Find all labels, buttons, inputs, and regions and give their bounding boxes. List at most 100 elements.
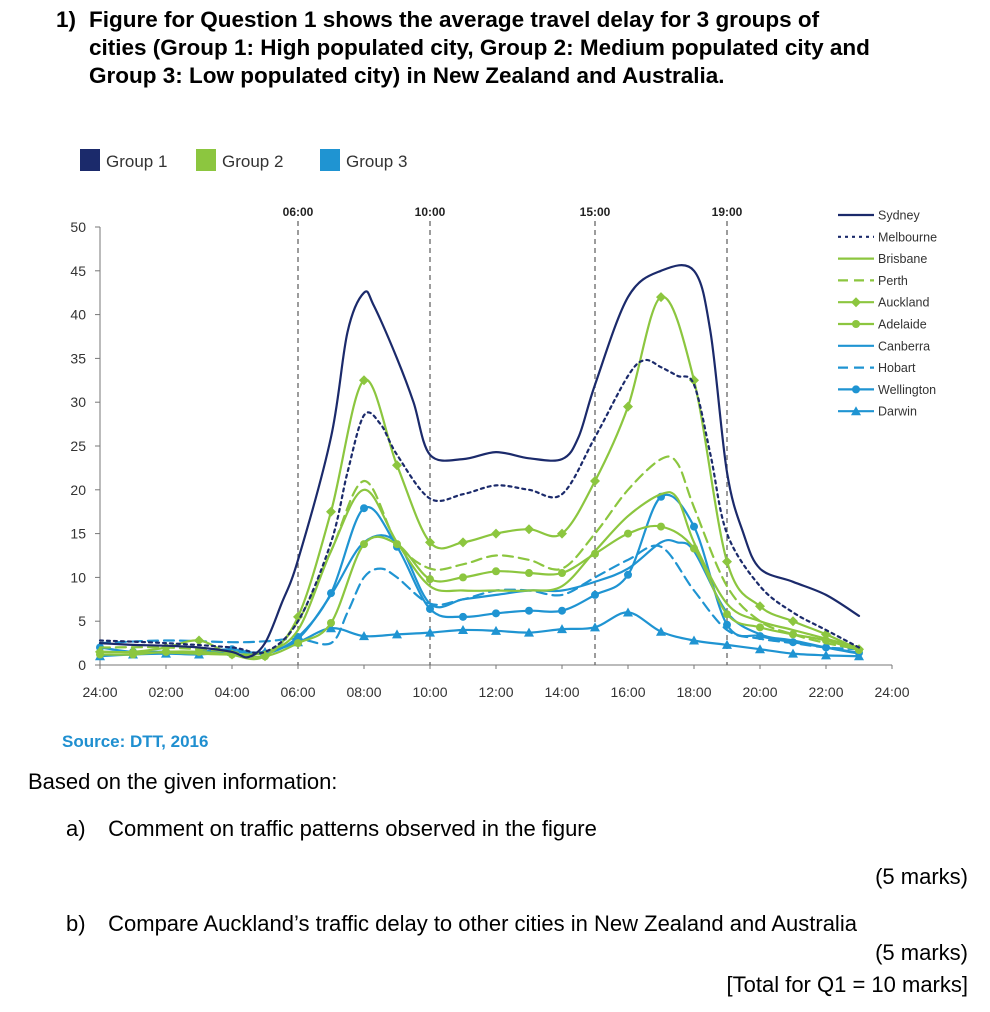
question-part-b: b) Compare Auckland’s traffic delay to o… xyxy=(66,911,857,937)
data-point xyxy=(656,626,666,636)
part-text: Compare Auckland’s traffic delay to othe… xyxy=(108,911,857,936)
data-point xyxy=(756,632,764,641)
question-line: cities (Group 1: High populated city, Gr… xyxy=(89,35,870,60)
part-label: a) xyxy=(66,816,86,841)
series-sydney xyxy=(98,264,861,659)
city-legend-marker xyxy=(851,406,861,416)
data-point xyxy=(359,375,369,386)
group-legend: Group 1 Group 2 Group 3 xyxy=(80,149,407,171)
city-legend-label: Melbourne xyxy=(878,230,937,244)
x-tick-label: 24:00 xyxy=(82,684,117,700)
time-markers: 06:00 10:00 15:00 19:00 xyxy=(283,205,743,665)
city-legend-label: Hobart xyxy=(878,361,916,375)
total-marks: [Total for Q1 = 10 marks] xyxy=(726,972,968,997)
data-point xyxy=(195,647,203,656)
x-tick-label: 20:00 xyxy=(742,684,777,700)
data-point xyxy=(524,627,534,637)
data-point xyxy=(425,627,435,637)
series-layer xyxy=(95,264,864,662)
data-point xyxy=(393,540,401,549)
x-tick-label: 18:00 xyxy=(676,684,711,700)
city-legend-label: Auckland xyxy=(878,296,929,310)
part-text: Comment on traffic patterns observed in … xyxy=(108,816,597,841)
instructions-intro: Based on the given information: xyxy=(28,769,338,794)
data-point xyxy=(492,567,500,576)
data-point xyxy=(591,549,599,558)
group-legend-label: Group 1 xyxy=(106,152,167,171)
data-point xyxy=(723,610,731,619)
city-legend-label: Sydney xyxy=(878,209,920,223)
group-legend-label: Group 3 xyxy=(346,152,407,171)
question-number: 1) xyxy=(56,7,77,32)
y-tick-label: 30 xyxy=(70,394,86,410)
data-point xyxy=(690,544,698,553)
x-tick-label: 06:00 xyxy=(280,684,315,700)
data-point xyxy=(426,604,434,613)
y-tick-label: 45 xyxy=(70,263,86,279)
part-label: b) xyxy=(66,911,86,936)
data-point xyxy=(590,476,600,487)
data-point xyxy=(756,623,764,632)
data-point xyxy=(525,606,533,615)
data-point xyxy=(657,522,665,531)
x-tick-label: 16:00 xyxy=(610,684,645,700)
data-point xyxy=(524,524,534,535)
y-tick-label: 0 xyxy=(78,657,86,673)
group-legend-label: Group 2 xyxy=(222,152,283,171)
data-point xyxy=(590,622,600,632)
city-legend-label: Perth xyxy=(878,274,908,288)
data-point xyxy=(789,630,797,639)
x-tick-label: 08:00 xyxy=(346,684,381,700)
data-point xyxy=(359,631,369,641)
series-line xyxy=(98,488,861,656)
series-hobart xyxy=(98,544,861,651)
data-point xyxy=(327,589,335,598)
data-point xyxy=(194,635,204,646)
data-point xyxy=(557,624,567,634)
data-point xyxy=(690,522,698,531)
y-tick-label: 15 xyxy=(70,526,86,542)
x-tick-label: 12:00 xyxy=(478,684,513,700)
data-point xyxy=(788,616,798,627)
data-point xyxy=(558,606,566,615)
y-tick-label: 25 xyxy=(70,438,86,454)
data-point xyxy=(294,632,302,641)
series-line xyxy=(98,544,861,651)
data-point xyxy=(491,528,501,539)
data-point xyxy=(821,650,831,660)
data-point xyxy=(789,638,797,647)
city-legend-label: Brisbane xyxy=(878,252,927,266)
data-point xyxy=(95,646,105,657)
x-tick-label: 22:00 xyxy=(808,684,843,700)
chart-source: Source: DTT, 2016 xyxy=(62,732,209,751)
data-point xyxy=(294,639,302,648)
time-marker-label: 10:00 xyxy=(415,205,446,219)
x-tick-label: 10:00 xyxy=(412,684,447,700)
group-legend-swatch xyxy=(196,149,216,171)
city-legend-marker xyxy=(852,385,860,394)
data-point xyxy=(360,504,368,513)
data-point xyxy=(722,556,732,567)
data-point xyxy=(656,292,666,303)
group-legend-swatch xyxy=(80,149,100,171)
city-legend-marker xyxy=(852,320,860,328)
city-legend: Sydney Melbourne Brisbane Perth Auckland Adel… xyxy=(838,209,937,419)
series-brisbane xyxy=(98,488,861,656)
data-point xyxy=(558,569,566,578)
data-point xyxy=(788,648,798,658)
y-tick-label: 5 xyxy=(78,613,86,629)
y-tick-label: 50 xyxy=(70,219,86,235)
x-tick-label: 14:00 xyxy=(544,684,579,700)
part-b-marks: (5 marks) xyxy=(875,940,968,965)
question-title: 1) Figure for Question 1 shows the avera… xyxy=(56,6,976,90)
data-point xyxy=(458,624,468,634)
data-point xyxy=(591,590,599,599)
data-point xyxy=(755,644,765,654)
city-legend-label: Canberra xyxy=(878,339,930,353)
series-line xyxy=(98,264,861,659)
x-tick-label: 02:00 xyxy=(148,684,183,700)
data-point xyxy=(392,460,402,471)
y-tick-label: 20 xyxy=(70,482,86,498)
data-point xyxy=(327,618,335,627)
data-point xyxy=(822,643,830,652)
